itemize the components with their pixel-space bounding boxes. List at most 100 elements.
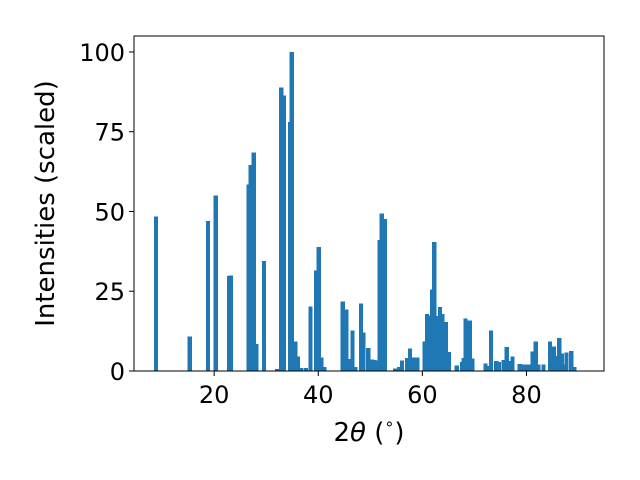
bar [251, 152, 256, 371]
bar [533, 341, 538, 371]
bar [405, 357, 410, 371]
bar [424, 314, 430, 371]
bar [379, 213, 384, 371]
bar [281, 95, 286, 371]
bar [554, 356, 559, 371]
bar [541, 364, 546, 371]
bar [467, 320, 472, 371]
bar [187, 336, 192, 371]
bar [358, 303, 364, 371]
bar [347, 358, 353, 371]
bar [254, 343, 259, 371]
bar [415, 357, 420, 371]
bar [293, 341, 298, 371]
bar [527, 364, 532, 371]
bar [353, 367, 358, 371]
bars-group [153, 51, 577, 371]
y-axis-ticks: 0 25 50 75 100 [79, 39, 134, 386]
bar [486, 366, 491, 371]
bar [289, 51, 294, 371]
bar [361, 332, 366, 371]
bar [494, 361, 499, 371]
bar [470, 358, 475, 371]
x-tick-label: 60 [407, 381, 438, 409]
bar [547, 341, 552, 371]
bar [316, 246, 321, 371]
bar [344, 309, 349, 371]
bar [153, 216, 158, 371]
plot-frame [133, 35, 605, 372]
bar [275, 369, 280, 371]
bar [517, 363, 522, 371]
bar [279, 87, 284, 371]
bar [549, 361, 555, 371]
bar [520, 364, 525, 371]
bar [422, 341, 427, 371]
bar [569, 351, 574, 371]
x-axis-label-close: ) [394, 418, 404, 448]
bar [319, 357, 324, 371]
y-axis-label: Intensities (scaled) [31, 80, 61, 327]
bar [205, 221, 210, 371]
bar [322, 367, 327, 371]
bar [427, 315, 432, 371]
bar [308, 306, 313, 371]
x-tick-label: 20 [199, 381, 230, 409]
bar [298, 367, 304, 371]
bar [440, 314, 445, 371]
bar [366, 348, 371, 371]
bar [411, 357, 416, 371]
bar [559, 353, 564, 371]
bar [396, 367, 402, 371]
bar [454, 365, 459, 371]
bar [510, 356, 515, 371]
bar [434, 315, 439, 371]
x-axis-label-theta: θ [350, 418, 366, 448]
x-tick-label: 80 [511, 381, 542, 409]
bar [262, 260, 267, 371]
y-tick-label: 100 [79, 39, 125, 67]
y-tick-label: 50 [94, 198, 125, 226]
bar [557, 338, 562, 371]
bar [562, 364, 567, 371]
bar [446, 351, 451, 371]
bar [314, 270, 319, 371]
y-tick-label: 25 [94, 278, 125, 306]
bar [228, 275, 233, 371]
bar [382, 218, 387, 371]
x-axis-label-pre: 2 [333, 418, 350, 448]
bar [340, 301, 345, 371]
bar [488, 330, 494, 371]
bar [432, 241, 437, 371]
bar [248, 165, 253, 371]
bar [377, 240, 382, 371]
bar [303, 367, 308, 371]
bar [407, 348, 412, 371]
bar [496, 361, 501, 371]
bar [399, 360, 405, 371]
x-axis-label-unit: ∘ [384, 414, 394, 433]
bar [369, 359, 374, 371]
bar [572, 366, 577, 371]
bar [483, 363, 488, 371]
bar [536, 364, 541, 371]
bar [504, 346, 509, 371]
bar [393, 368, 398, 371]
bar [507, 360, 512, 371]
bar [523, 364, 528, 371]
bar [295, 356, 301, 371]
bar [501, 360, 506, 371]
y-tick-label: 0 [110, 358, 125, 386]
bar [372, 359, 377, 371]
bar [437, 307, 443, 371]
x-axis-label: 2θ (∘) [333, 414, 404, 448]
bar [530, 351, 535, 371]
bar [443, 322, 448, 371]
bar [551, 346, 557, 371]
x-tick-label: 40 [303, 381, 334, 409]
bar [213, 195, 218, 371]
y-tick-label: 75 [94, 119, 125, 147]
x-axis-label-post: ( [366, 418, 384, 448]
bar [564, 352, 569, 371]
